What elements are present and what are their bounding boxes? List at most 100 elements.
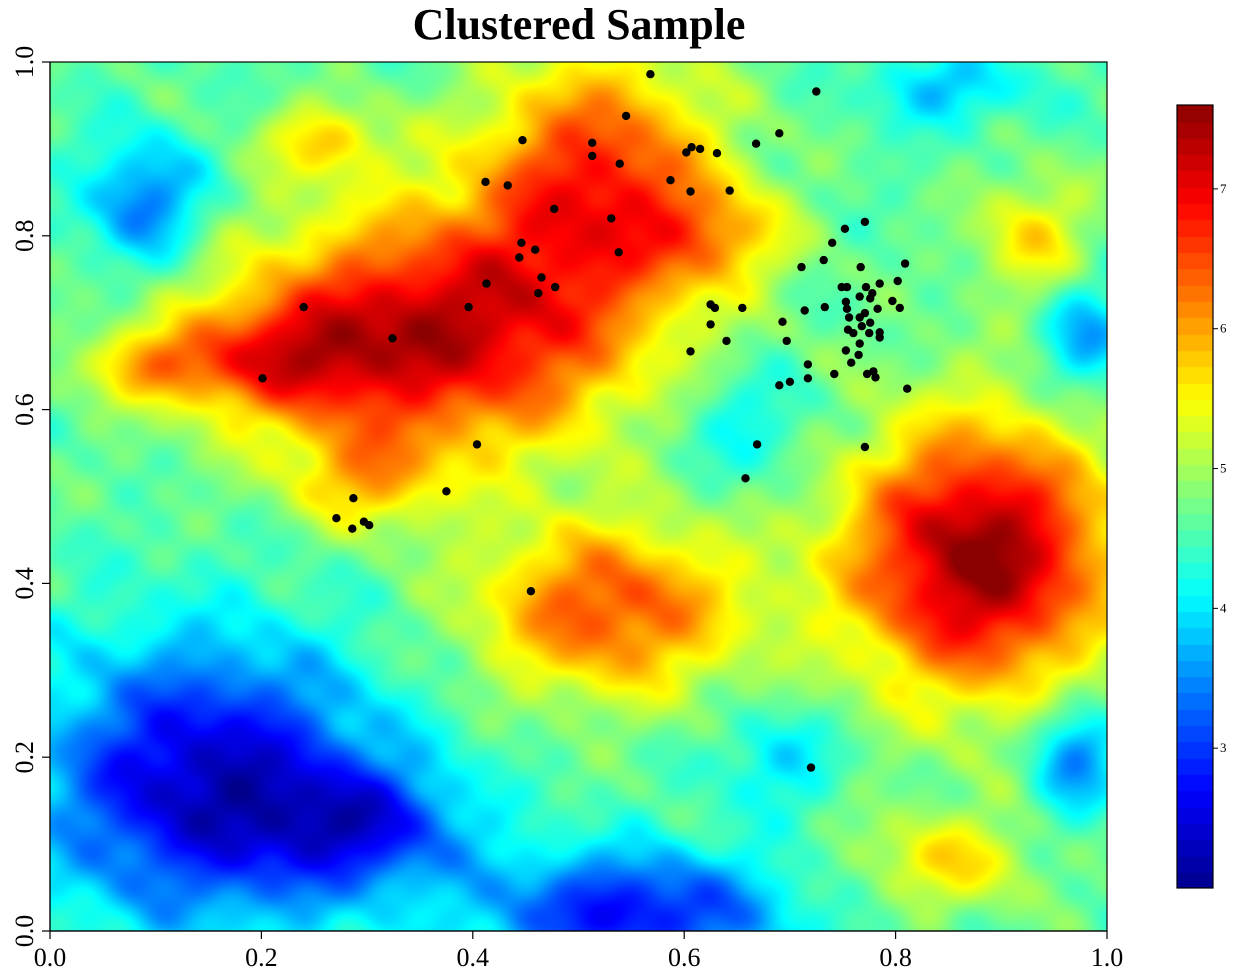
sample-point [855,313,864,322]
sample-point [348,524,357,533]
sample-point [588,138,597,147]
sample-point [856,262,865,272]
colorbar-tick-label: 3 [1220,740,1227,755]
sample-point [299,302,308,312]
heatmap-surface [50,62,1107,931]
sample-point [841,346,851,355]
sample-point [855,339,864,348]
sample-point [332,514,341,523]
sample-point [607,214,616,223]
sample-point [837,282,846,292]
sample-point [551,282,560,292]
sample-point [534,289,543,298]
x-tick-label: 0.4 [457,943,490,972]
sample-point [830,369,839,379]
sample-point [803,360,813,369]
sample-point [803,374,813,383]
sample-point [866,318,875,327]
sample-point [738,303,747,313]
sample-point [517,238,526,247]
sample-point [812,87,821,96]
sample-point [819,255,828,265]
sample-point [710,303,720,313]
sample-point [646,70,655,79]
sample-point [722,336,731,346]
sample-point [537,273,546,282]
sample-point [873,304,882,313]
sample-point [695,144,705,154]
sample-point [531,245,540,254]
sample-point [621,111,631,121]
sample-point [712,149,722,158]
sample-point [706,320,715,329]
sample-point [820,302,829,312]
sample-point [871,373,880,382]
sample-point [515,253,524,262]
colorbar-gradient [1177,105,1213,888]
sample-point [615,159,624,168]
sample-point [686,347,695,356]
sample-point [752,440,762,449]
sample-point [841,297,851,306]
sample-point [687,143,696,152]
sample-point [442,487,451,496]
y-tick-label: 0.4 [10,567,39,600]
colorbar-tick-label: 4 [1220,600,1227,615]
sample-point [847,358,856,367]
sample-point [686,187,695,196]
y-tick-label: 1.0 [10,46,39,79]
colorbar-legend: 3 4 5 6 7 [1176,104,1227,889]
x-axis: 0.0 0.2 0.4 0.6 0.8 1.0 [34,930,1124,972]
plot-area [49,61,1108,932]
sample-point [785,377,795,386]
sample-point [518,136,527,145]
y-axis: 0.0 0.2 0.4 0.6 0.8 1.0 [10,46,51,948]
sample-point [800,306,809,315]
sample-points-layer [258,70,912,772]
sample-point [797,262,806,272]
sample-point [900,259,910,268]
x-tick-label: 0.6 [668,943,701,972]
y-tick-label: 0.8 [10,220,39,253]
sample-point [844,313,854,322]
sample-point [828,238,837,247]
x-tick-label: 0.8 [879,943,912,972]
sample-point [682,148,691,157]
sample-point [855,292,864,301]
sample-point [865,328,874,338]
sample-point [550,204,559,214]
sample-point [860,217,870,227]
sample-point [349,494,358,503]
sample-point [840,224,850,233]
x-tick-label: 1.0 [1091,943,1124,972]
x-tick-label: 0.0 [34,943,67,972]
sample-point [365,521,374,530]
sample-point [857,322,866,331]
sample-point [849,328,858,338]
y-tick-label: 0.6 [10,393,39,426]
sample-point [893,276,902,286]
sample-point [482,279,491,288]
chart-title: Clustered Sample [413,0,746,49]
sample-point [782,336,791,346]
sample-point [862,369,872,379]
colorbar-tick-label: 6 [1220,321,1227,336]
colorbar-frame [1176,104,1214,889]
sample-point [842,304,852,313]
sample-point [895,303,904,313]
sample-point [860,442,870,452]
sample-point [775,381,784,390]
y-tick-label: 0.2 [10,741,39,774]
sample-point [741,474,750,483]
colorbar-tick-label: 5 [1220,461,1227,476]
sample-point [725,186,734,195]
sample-point [888,296,897,306]
sample-point [614,248,623,257]
y-tick-label: 0.0 [10,915,39,948]
sample-point [775,129,784,138]
sample-point [666,176,675,185]
sample-point [875,279,884,288]
sample-point [481,177,490,187]
sample-point [854,350,863,360]
